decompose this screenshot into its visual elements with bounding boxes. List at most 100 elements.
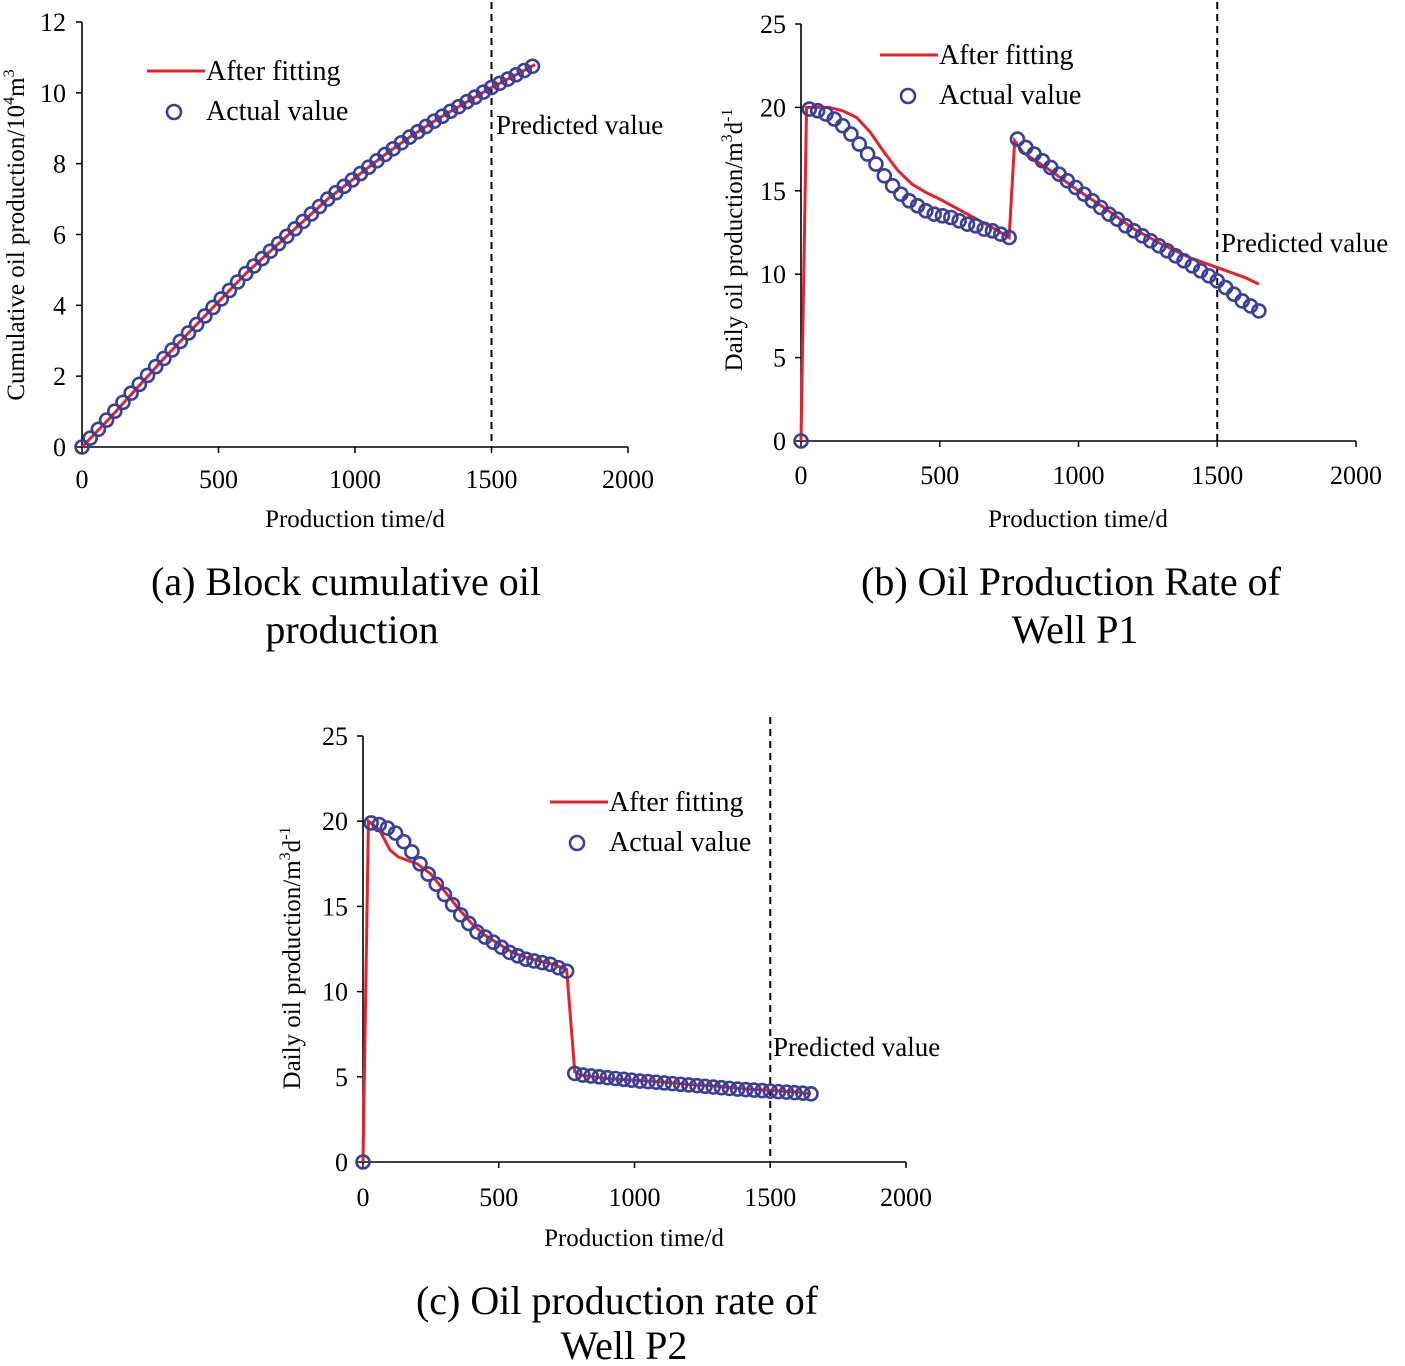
actual-value-point <box>770 1083 787 1100</box>
actual-value-point <box>1001 229 1017 246</box>
legend-actual-label: Actual value <box>609 827 751 858</box>
x-tick-label: 1000 <box>609 1183 661 1212</box>
actual-value-point <box>483 79 500 96</box>
actual-value-point <box>599 1069 616 1086</box>
actual-value-point <box>444 896 461 913</box>
actual-value-point <box>404 844 420 860</box>
panel-c-caption-line-1: (c) Oil production rate of <box>416 1278 819 1323</box>
y-tick-label: 10 <box>322 978 348 1007</box>
actual-value-point <box>516 62 533 79</box>
actual-value-point <box>229 274 246 290</box>
panel-a-prediction-label: Predicted value <box>496 110 663 140</box>
actual-value-point <box>803 1086 819 1102</box>
x-tick-label: 1000 <box>329 465 381 494</box>
actual-value-point <box>786 1084 803 1101</box>
panel-c-y-label: Daily oil production/m3d-1 <box>277 827 306 1090</box>
y-tick-label: 25 <box>760 10 786 39</box>
actual-value-point <box>778 1084 795 1100</box>
actual-value-point <box>721 1080 738 1097</box>
actual-value-point <box>754 1082 770 1099</box>
y-tick-label: 0 <box>335 1148 348 1177</box>
actual-value-point <box>738 1081 754 1098</box>
panel-c-p2-rate: 0 5 10 15 20 25 0 500 1000 1500 2000 Predicted va… <box>277 717 940 1366</box>
actual-value-point <box>205 299 221 316</box>
actual-value-point <box>197 308 213 324</box>
x-tick-label: 0 <box>76 465 89 494</box>
actual-value-point <box>648 1074 665 1091</box>
actual-value-point <box>180 325 197 341</box>
x-tick-label: 500 <box>199 465 238 494</box>
legend-actual-swatch <box>568 834 586 852</box>
y-tick-label: 10 <box>40 79 66 108</box>
legend-fit-label: After fitting <box>939 40 1074 71</box>
y-tick-label: 20 <box>322 807 348 836</box>
panel-a-y-label: Cumulative oil production/104m3 <box>1 69 30 400</box>
actual-value-point <box>729 1081 746 1097</box>
actual-value-point <box>172 333 189 350</box>
actual-value-point <box>868 156 884 172</box>
actual-value-point <box>809 102 826 119</box>
y-tick-label: 15 <box>322 892 348 921</box>
y-tick-label: 5 <box>335 1063 348 1092</box>
legend-actual-label: Actual value <box>206 96 348 127</box>
actual-value-point <box>213 291 230 307</box>
actual-value-point <box>713 1079 730 1096</box>
y-tick-label: 5 <box>773 344 786 373</box>
actual-value-point <box>746 1082 762 1098</box>
legend-actual-label: Actual value <box>939 80 1081 111</box>
actual-value-point <box>491 75 508 92</box>
actual-value-point <box>106 403 123 420</box>
actual-value-point <box>420 866 436 882</box>
actual-value-point <box>992 226 1009 242</box>
actual-value-point <box>459 93 475 110</box>
actual-value-point <box>689 1077 705 1094</box>
panel-c-fit-line <box>361 818 812 1163</box>
panel-b-prediction-label: Predicted value <box>1221 228 1388 258</box>
panel-b-y-label: Daily oil production/m3d-1 <box>719 109 748 372</box>
actual-value-point <box>156 350 172 367</box>
actual-value-point <box>951 213 967 229</box>
legend-fit-label: After fitting <box>609 787 744 818</box>
panel-b-legend: After fitting Actual value <box>880 40 1081 111</box>
actual-value-point <box>542 956 559 973</box>
actual-value-point <box>518 951 534 968</box>
panel-a-actual-markers <box>74 58 541 455</box>
y-tick-label: 25 <box>322 722 348 751</box>
x-tick-label: 2000 <box>602 465 654 494</box>
x-tick-label: 1000 <box>1053 461 1105 490</box>
actual-value-point <box>1251 303 1267 319</box>
actual-value-point <box>221 282 238 299</box>
actual-value-point <box>934 208 951 224</box>
actual-value-point <box>1009 131 1026 147</box>
legend-fit-label: After fitting <box>206 56 341 87</box>
panel-c-caption-line-2: Well P2 <box>561 1323 688 1366</box>
actual-value-point <box>943 209 959 226</box>
panel-c-x-ticks: 0 500 1000 1500 2000 <box>357 1162 932 1212</box>
actual-value-point <box>509 948 526 964</box>
actual-value-point <box>188 316 205 333</box>
panel-a-cumulative-oil: 0 2 4 6 8 10 12 0 500 1000 1500 2000 Predicted val… <box>1 2 663 652</box>
actual-value-point <box>123 385 139 401</box>
actual-value-point <box>115 394 131 411</box>
panel-a-y-ticks: 0 2 4 6 8 10 12 <box>40 8 82 462</box>
actual-value-point <box>623 1072 640 1089</box>
actual-value-point <box>98 412 115 428</box>
actual-value-point <box>501 944 518 961</box>
y-tick-label: 10 <box>760 260 786 289</box>
actual-value-point <box>615 1071 632 1088</box>
actual-value-point <box>640 1073 656 1090</box>
actual-value-point <box>526 953 542 969</box>
y-tick-label: 0 <box>773 427 786 456</box>
actual-value-point <box>475 84 492 100</box>
actual-value-point <box>534 954 550 971</box>
actual-value-point <box>575 1067 591 1083</box>
x-tick-label: 500 <box>479 1183 518 1212</box>
panel-a-x-label: Production time/d <box>265 506 445 533</box>
actual-value-point <box>918 203 934 219</box>
actual-value-point <box>387 825 404 841</box>
y-tick-label: 15 <box>760 177 786 206</box>
actual-value-point <box>672 1076 689 1093</box>
panel-b-caption-line-1: (b) Oil Production Rate of <box>861 559 1282 604</box>
actual-value-point <box>90 421 107 438</box>
